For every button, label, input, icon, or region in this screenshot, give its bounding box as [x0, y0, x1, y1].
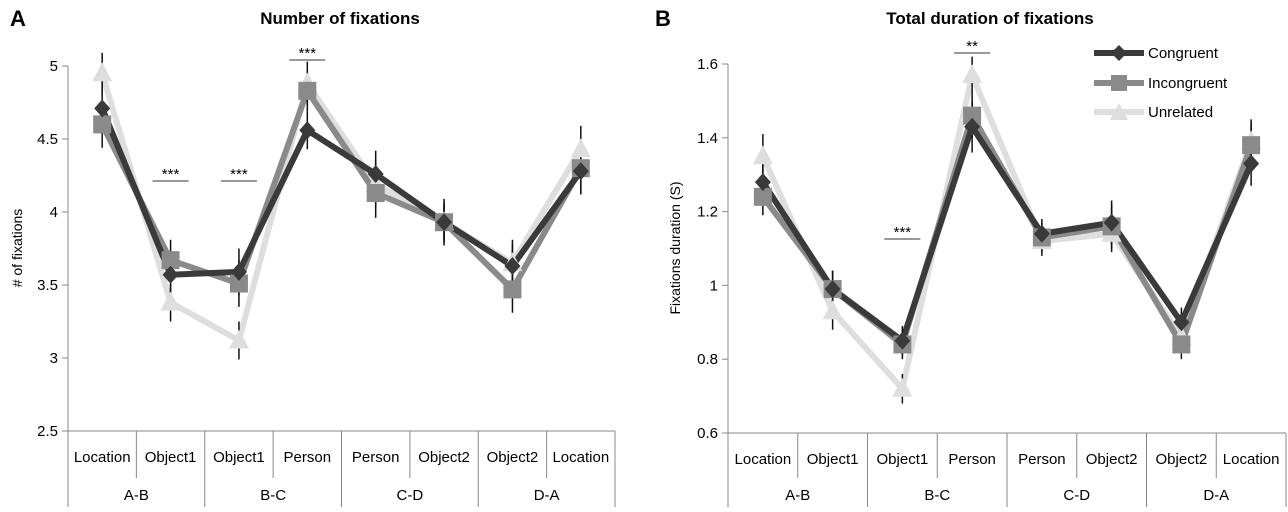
legend-label-congruent: Congruent — [1148, 45, 1219, 62]
x-category-label: Location — [74, 449, 131, 466]
data-point-diamond — [1033, 224, 1050, 243]
data-point-diamond — [367, 165, 384, 184]
data-point-square — [161, 251, 180, 270]
x-group-label: C-D — [1063, 487, 1090, 504]
y-tick-label: 1.6 — [697, 56, 718, 73]
chart-title-a: Number of fixations — [260, 9, 420, 28]
x-group-label: D-A — [1203, 487, 1229, 504]
x-category-label: Person — [948, 451, 996, 468]
x-group-label: B-C — [924, 487, 950, 504]
x-category-label: Person — [352, 449, 400, 466]
significance-label: *** — [299, 45, 317, 62]
data-point-triangle — [752, 145, 773, 165]
data-point-diamond — [754, 173, 771, 192]
legend: Congruent Incongruent Unrelated — [1094, 45, 1228, 121]
data-point-triangle — [160, 291, 181, 311]
x-group-label: A-B — [124, 487, 149, 504]
x-category-label: Object1 — [807, 451, 859, 468]
legend-diamond-marker — [1111, 45, 1127, 61]
data-point-diamond — [1243, 154, 1260, 173]
chart-title-b: Total duration of fixations — [886, 9, 1093, 28]
legend-item-congruent: Congruent — [1094, 45, 1219, 62]
data-point-diamond — [1103, 213, 1120, 232]
data-point-triangle — [822, 300, 843, 320]
x-category-label: Object2 — [418, 449, 470, 466]
y-tick-label: 5 — [50, 58, 58, 75]
x-category-label: Person — [284, 449, 332, 466]
y-tick-label: 1 — [710, 277, 718, 294]
data-point-triangle — [92, 62, 113, 82]
y-tick-label: 1.4 — [697, 130, 718, 147]
x-group-label: D-A — [534, 487, 560, 504]
data-point-diamond — [299, 121, 316, 140]
data-point-diamond — [964, 117, 981, 136]
data-point-square — [366, 184, 385, 203]
legend-item-unrelated: Unrelated — [1094, 103, 1213, 121]
data-point-square — [1242, 136, 1261, 155]
significance-label: ** — [966, 38, 978, 55]
legend-square-marker — [1111, 75, 1127, 91]
y-tick-label: 0.6 — [697, 425, 718, 442]
panel-letter-a: A — [10, 6, 26, 31]
x-category-label: Location — [735, 451, 792, 468]
series-line-incongruent — [99, 87, 584, 293]
data-point-diamond — [230, 262, 247, 281]
y-tick-label: 4.5 — [37, 131, 58, 148]
x-category-label: Object1 — [877, 451, 929, 468]
x-category-label: Object2 — [487, 449, 539, 466]
x-category-label: Location — [552, 449, 609, 466]
data-point-diamond — [436, 213, 453, 232]
x-group-label: B-C — [260, 487, 286, 504]
data-point-diamond — [504, 257, 521, 276]
y-tick-label: 2.5 — [37, 423, 58, 440]
x-group-label: C-D — [397, 487, 424, 504]
data-point-square — [503, 280, 522, 299]
data-point-square — [1172, 335, 1191, 354]
legend-label-incongruent: Incongruent — [1148, 75, 1228, 92]
y-tick-label: 3 — [50, 350, 58, 367]
x-category-label: Object2 — [1086, 451, 1138, 468]
data-point-diamond — [824, 280, 841, 299]
data-point-square — [753, 187, 772, 206]
x-category-label: Object1 — [213, 449, 265, 466]
x-category-label: Person — [1018, 451, 1066, 468]
x-category-label: Location — [1223, 451, 1280, 468]
data-point-triangle — [892, 377, 913, 397]
x-category-label: Object1 — [145, 449, 197, 466]
data-point-square — [229, 274, 248, 293]
data-point-square — [963, 106, 982, 125]
y-tick-label: 3.5 — [37, 277, 58, 294]
series-line-congruent — [99, 107, 584, 278]
y-axis-label-b: Fixations duration (S) — [667, 181, 683, 314]
data-point-diamond — [894, 331, 911, 350]
data-point-triangle — [570, 138, 591, 158]
legend-label-unrelated: Unrelated — [1148, 104, 1213, 121]
data-point-triangle — [962, 64, 983, 84]
panel-letter-b: B — [655, 6, 671, 31]
significance-label: *** — [894, 224, 912, 241]
series-line-congruent — [760, 123, 1254, 344]
data-point-diamond — [572, 162, 589, 181]
legend-item-incongruent: Incongruent — [1094, 75, 1228, 92]
significance-label: *** — [162, 166, 180, 183]
data-point-square — [93, 115, 112, 134]
significance-label: *** — [230, 166, 248, 183]
legend-triangle-marker — [1110, 103, 1128, 120]
y-tick-label: 0.8 — [697, 351, 718, 368]
y-tick-label: 1.2 — [697, 204, 718, 221]
y-axis-label-a: # of fixations — [9, 209, 25, 288]
data-point-triangle — [228, 329, 249, 349]
y-tick-label: 4 — [50, 204, 58, 221]
plot-area-a: 2.5 3 3.5 4 4.5 5 Location Object1 Object1 Person… — [37, 45, 616, 507]
data-point-square — [298, 81, 317, 100]
x-group-label: A-B — [785, 487, 810, 504]
x-category-label: Object2 — [1156, 451, 1208, 468]
plot-area-b: 0.6 0.8 1 1.2 1.4 1.6 Location Object1 Object1 Pe… — [697, 38, 1287, 507]
data-point-diamond — [162, 265, 179, 284]
data-point-diamond — [1173, 313, 1190, 332]
data-point-diamond — [94, 99, 111, 118]
